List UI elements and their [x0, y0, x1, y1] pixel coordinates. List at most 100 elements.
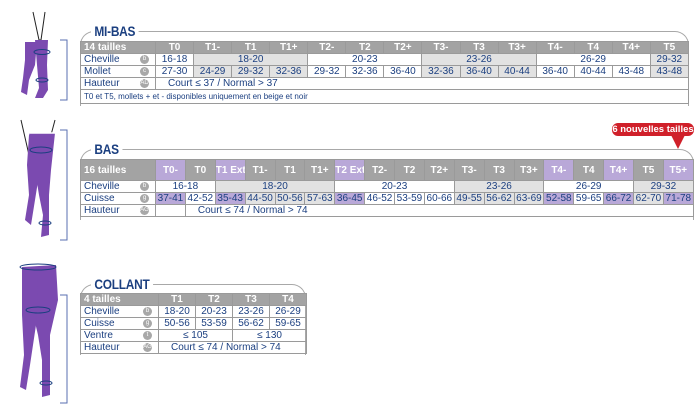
size-header: T1-	[193, 41, 233, 54]
size-header: T4-	[535, 41, 575, 54]
header-row: 4 tailles T1 T2 T3 T4	[80, 293, 307, 306]
size-value: 57-63	[304, 192, 336, 205]
row-label-cell: Cuisse g	[80, 317, 159, 330]
measure-point-icon: AG	[143, 343, 152, 352]
row-label: Hauteur	[84, 342, 120, 353]
table-row: Cheville b 16-18 18-20 20-23 23-26 26-29 29-32	[80, 180, 694, 193]
size-value: 18-20	[193, 53, 309, 66]
row-label: Cuisse	[84, 318, 115, 329]
measure-point-icon: t	[143, 331, 152, 340]
measure-point-icon: b	[140, 182, 149, 191]
row-label-cell: Hauteur AG	[80, 341, 159, 354]
measure-point-icon: AD	[140, 79, 149, 88]
table-row: Ventre t ≤ 105 ≤ 130	[80, 329, 307, 342]
new-sizes-badge: 6 nouvelles tailles	[612, 123, 694, 136]
size-header: T4	[269, 293, 307, 306]
size-header: T3	[459, 41, 499, 54]
size-value: Court ≤ 74 / Normal > 74	[184, 204, 694, 217]
size-header: T3	[483, 159, 515, 181]
badge-arrow-icon	[671, 135, 685, 149]
size-header: T0	[154, 41, 195, 54]
size-value: 26-29	[269, 305, 307, 318]
size-value: 50-56	[274, 192, 306, 205]
size-value: 66-72	[603, 192, 634, 205]
size-value: 36-40	[383, 65, 423, 78]
size-value: Court ≤ 37 / Normal > 37	[155, 77, 689, 90]
table-row: Cheville b 16-18 18-20 20-23 23-26 26-29 29-32	[80, 53, 689, 66]
size-header: T1+	[269, 41, 309, 54]
size-value: 29-32	[649, 53, 689, 66]
size-value: 62-70	[633, 192, 664, 205]
size-header: T1	[158, 293, 196, 306]
row-label-cell: Cheville b	[80, 180, 156, 193]
size-value: 20-23	[195, 305, 233, 318]
size-value: 32-36	[345, 65, 385, 78]
size-header: T3+	[497, 41, 537, 54]
row-label: Cheville	[84, 54, 120, 65]
size-value: 71-78	[662, 192, 694, 205]
row-label-cell: Cuisse g	[80, 192, 156, 205]
size-value: ≤ 130	[232, 329, 307, 342]
size-value: 40-44	[573, 65, 613, 78]
size-header: T1 Extra-	[214, 159, 246, 181]
size-value: 60-66	[423, 192, 455, 205]
size-value: 46-52	[364, 192, 395, 205]
size-value: 23-26	[421, 53, 537, 66]
size-value: Court ≤ 74 / Normal > 74	[158, 341, 307, 354]
row-label-cell: Hauteur AG	[80, 204, 156, 217]
size-value: 29-32	[231, 65, 271, 78]
mibas-title: MI-BAS	[91, 23, 139, 39]
size-value: 40-44	[497, 65, 537, 78]
size-header: T2	[345, 41, 385, 54]
size-header: T5	[633, 159, 664, 181]
size-value: 56-62	[232, 317, 270, 330]
row-label: Cuisse	[84, 193, 115, 204]
row-label-cell: Mollet c	[80, 65, 156, 78]
row-label-cell: Cheville b	[80, 305, 159, 318]
size-value: 18-20	[158, 305, 196, 318]
size-count: 16 tailles	[80, 159, 156, 181]
size-value: 20-23	[307, 53, 423, 66]
size-value: 36-45	[334, 192, 366, 205]
size-header: T2	[394, 159, 425, 181]
size-value: 16-18	[155, 180, 216, 193]
size-value: 16-18	[154, 53, 195, 66]
size-header: T0	[184, 159, 216, 181]
size-header: T1	[274, 159, 306, 181]
size-value: 26-29	[535, 53, 651, 66]
size-value: 23-26	[232, 305, 270, 318]
size-value: 35-43	[214, 192, 246, 205]
size-value: 20-23	[334, 180, 455, 193]
measure-point-icon: g	[140, 194, 149, 203]
measure-point-icon: c	[140, 67, 149, 76]
row-label-cell: Ventre t	[80, 329, 159, 342]
size-header: T3	[232, 293, 270, 306]
size-header: T2+	[383, 41, 423, 54]
size-value: 23-26	[453, 180, 545, 193]
size-header: T5+	[662, 159, 694, 181]
size-header: T3-	[421, 41, 461, 54]
size-header: T2	[195, 293, 233, 306]
size-header: T4+	[603, 159, 634, 181]
size-value: 36-40	[459, 65, 499, 78]
size-value: 32-36	[421, 65, 461, 78]
size-value: 24-29	[193, 65, 233, 78]
size-header: T2-	[364, 159, 395, 181]
row-label-cell: Cheville b	[80, 53, 156, 66]
size-value: 53-59	[394, 192, 425, 205]
measure-point-icon: b	[140, 55, 149, 64]
measure-point-icon: b	[143, 307, 152, 316]
size-header: T2+	[423, 159, 455, 181]
size-header: T4	[573, 159, 605, 181]
row-label: Cheville	[84, 181, 120, 192]
size-header: T1	[231, 41, 271, 54]
size-header: T5	[649, 41, 689, 54]
header-row: 14 tailles T0 T1- T1 T1+ T2- T2 T2+ T3- T3 T3+ T4- T…	[80, 41, 689, 54]
size-value	[155, 204, 186, 217]
size-value: 32-36	[269, 65, 309, 78]
table-row: Hauteur AD Court ≤ 37 / Normal > 37	[80, 77, 689, 90]
size-header: T4-	[543, 159, 575, 181]
row-label-cell: Hauteur AD	[80, 77, 156, 90]
